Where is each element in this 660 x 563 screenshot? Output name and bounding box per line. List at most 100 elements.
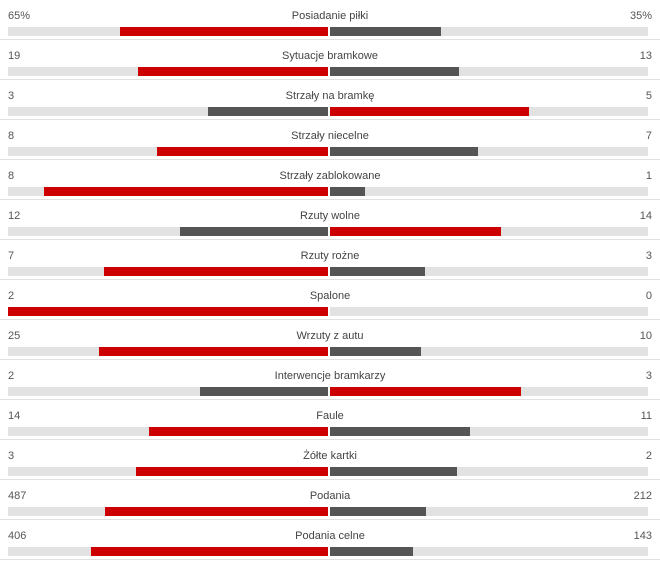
away-bar-fill [330, 147, 478, 156]
stat-row: 487 Podania 212 [0, 480, 660, 520]
stat-row: 65% Posiadanie piłki 35% [0, 0, 660, 40]
away-value: 3 [645, 370, 652, 382]
away-bar-fill [330, 347, 421, 356]
stat-row: 7 Rzuty rożne 3 [0, 240, 660, 280]
away-value: 5 [645, 90, 652, 102]
away-bar-fill [330, 267, 425, 276]
away-value: 35% [629, 10, 652, 22]
stat-label: Żółte kartki [303, 450, 357, 462]
away-value: 11 [640, 410, 652, 422]
stat-label: Sytuacje bramkowe [282, 50, 378, 62]
away-bar-track [330, 427, 648, 436]
home-value: 19 [8, 50, 21, 62]
stat-label: Spalone [309, 290, 351, 302]
away-bar-fill [330, 387, 521, 396]
home-value: 3 [8, 90, 15, 102]
away-value: 3 [645, 250, 652, 262]
away-bar-track [330, 347, 648, 356]
away-bar-fill [330, 547, 413, 556]
stat-row: 19 Sytuacje bramkowe 13 [0, 40, 660, 80]
home-value: 406 [8, 530, 27, 542]
home-value: 8 [8, 130, 15, 142]
stat-label: Podania [309, 490, 351, 502]
stat-label: Strzały niecelne [291, 130, 369, 142]
away-bar-track [330, 547, 648, 556]
home-bar-fill [99, 347, 328, 356]
home-value: 8 [8, 170, 15, 182]
away-value: 14 [639, 210, 652, 222]
stat-label: Faule [316, 410, 344, 422]
away-bar-fill [330, 467, 457, 476]
stat-row: 12 Rzuty wolne 14 [0, 200, 660, 240]
home-bar-fill [208, 107, 328, 116]
stat-row: 25 Wrzuty z autu 10 [0, 320, 660, 360]
home-value: 12 [8, 210, 21, 222]
stat-row: 2 Interwencje bramkarzy 3 [0, 360, 660, 400]
home-value: 2 [8, 290, 15, 302]
stat-label: Rzuty wolne [300, 210, 360, 222]
home-bar-fill [105, 507, 328, 516]
away-bar-track [330, 507, 648, 516]
away-value: 1 [645, 170, 652, 182]
home-value: 7 [8, 250, 15, 262]
away-bar-fill [330, 427, 470, 436]
home-value: 487 [8, 490, 27, 502]
stat-row: 3 Strzały na bramkę 5 [0, 80, 660, 120]
stat-row: 14 Faule 11 [0, 400, 660, 440]
away-bar-track [330, 387, 648, 396]
home-bar-fill [44, 187, 328, 196]
away-bar-fill [330, 187, 365, 196]
home-bar-fill [91, 547, 328, 556]
away-bar-fill [330, 107, 529, 116]
away-bar-fill [330, 67, 459, 76]
home-bar-track [8, 267, 328, 276]
away-value: 7 [645, 130, 652, 142]
away-value: 143 [633, 530, 652, 542]
home-bar-fill [200, 387, 328, 396]
away-bar-track [330, 227, 648, 236]
away-value: 0 [645, 290, 652, 302]
away-bar-fill [330, 227, 501, 236]
away-value: 212 [633, 490, 652, 502]
home-bar-fill [120, 27, 328, 36]
home-bar-fill [138, 67, 328, 76]
stat-row: 2 Spalone 0 [0, 280, 660, 320]
away-bar-track [330, 67, 648, 76]
stat-row: 8 Strzały zablokowane 1 [0, 160, 660, 200]
away-bar-track [330, 147, 648, 156]
home-bar-track [8, 147, 328, 156]
stat-row: 3 Żółte kartki 2 [0, 440, 660, 480]
home-value: 14 [8, 410, 21, 422]
home-bar-fill [149, 427, 328, 436]
home-bar-track [8, 347, 328, 356]
home-bar-fill [180, 227, 328, 236]
away-bar-track [330, 267, 648, 276]
home-bar-track [8, 307, 328, 316]
home-bar-fill [136, 467, 328, 476]
home-bar-fill [157, 147, 328, 156]
home-bar-track [8, 27, 328, 36]
stat-label: Podania celne [295, 530, 365, 542]
home-bar-track [8, 547, 328, 556]
away-bar-track [330, 27, 648, 36]
home-bar-track [8, 107, 328, 116]
home-bar-fill [104, 267, 328, 276]
away-bar-fill [330, 507, 426, 516]
home-bar-track [8, 387, 328, 396]
stat-row: 406 Podania celne 143 [0, 520, 660, 560]
home-bar-fill [8, 307, 328, 316]
away-value: 2 [645, 450, 652, 462]
home-bar-track [8, 187, 328, 196]
away-bar-fill [330, 27, 441, 36]
home-bar-track [8, 227, 328, 236]
away-bar-track [330, 307, 648, 316]
away-bar-track [330, 187, 648, 196]
home-value: 25 [8, 330, 21, 342]
home-bar-track [8, 467, 328, 476]
stat-label: Strzały na bramkę [285, 90, 375, 102]
stat-row: 8 Strzały niecelne 7 [0, 120, 660, 160]
home-value: 3 [8, 450, 15, 462]
stat-label: Rzuty rożne [300, 250, 360, 262]
away-bar-track [330, 467, 648, 476]
